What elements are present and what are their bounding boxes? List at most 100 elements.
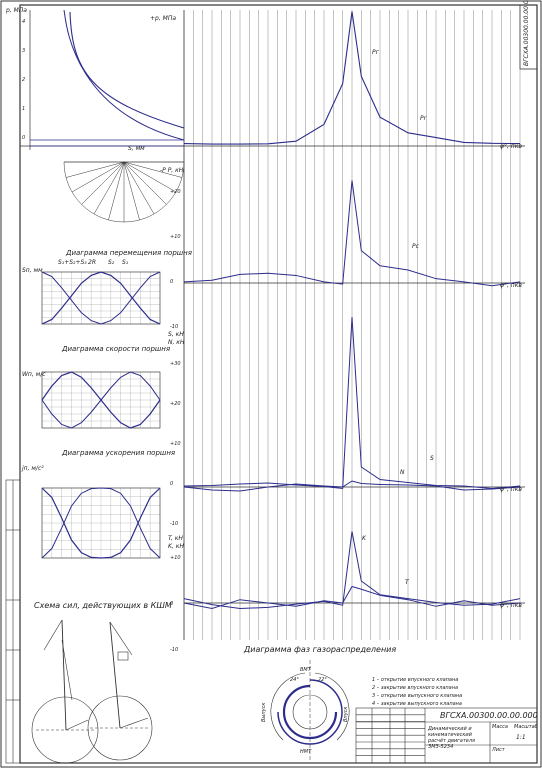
series-line	[41, 487, 161, 559]
curve-t	[183, 585, 521, 610]
valve-intake-label: Впуск	[343, 706, 349, 722]
force-scheme-sketch	[31, 619, 153, 764]
p-left-tick: 2	[22, 77, 26, 83]
curve-label-t: T	[405, 579, 409, 586]
p-mpa-right-axis-label: +р, МПа	[150, 15, 177, 22]
valve-angle-2: 22°	[318, 677, 327, 683]
valve-exhaust-label: Выпуск	[261, 702, 267, 722]
pump-lines	[30, 139, 184, 147]
p-right-tick: 0	[170, 279, 174, 285]
p-left-tick: 1	[22, 106, 26, 112]
valve-vmt-label: ВМТ	[300, 667, 311, 673]
brix-ray	[123, 161, 140, 221]
curve-label-2r: 2R	[88, 259, 96, 266]
brix-ray	[81, 161, 125, 205]
indicator-diagram-p-v	[29, 9, 185, 150]
sheet-inner-frame	[19, 4, 538, 764]
s-right-tick: 0	[170, 481, 174, 487]
title-block-scale-value: 1:1	[516, 734, 526, 741]
brix-ray	[123, 161, 155, 215]
valve-legend-4: 4 – закрытие выпускного клапана	[372, 701, 462, 707]
compression-curve	[69, 11, 185, 129]
brix-ray	[108, 161, 125, 221]
s-right-tick: +10	[170, 441, 181, 447]
displacement-chart	[41, 271, 161, 325]
phi-axis-label-4: φ°, пкв	[500, 602, 522, 609]
brix-ray	[123, 161, 167, 205]
title-force-scheme: Схема сил, действующих в КШМ	[34, 601, 172, 610]
s-right-tick: -10	[170, 521, 179, 527]
title-valve-timing: Диаграмма фаз газораспределения	[244, 645, 397, 654]
curve-label-sum: S₁+S₂+S₃	[58, 259, 87, 266]
valve-legend-3: 3 – открытие выпускного клапана	[372, 693, 463, 699]
s-right-tick: +20	[170, 401, 181, 407]
series-line-secondary	[41, 371, 161, 429]
acceleration-chart	[41, 487, 161, 559]
velocity-chart	[41, 371, 161, 429]
curve-label-pc: Рс	[412, 243, 419, 250]
expansion-curve	[63, 9, 185, 141]
series-line-secondary	[41, 487, 161, 559]
brix-ray	[71, 161, 125, 193]
s-right-tick: +30	[170, 361, 181, 367]
phi-axis-label-3: φ°, пкв	[500, 486, 522, 493]
title-block	[355, 707, 538, 764]
title-piston-acceleration: Диаграмма ускорения поршня	[62, 449, 176, 457]
t-right-tick: -10	[170, 647, 179, 653]
title-piston-velocity: Диаграмма скорости поршня	[62, 345, 171, 353]
brix-ray	[123, 161, 183, 178]
p-right-tick: +20	[170, 189, 181, 195]
brix-ray	[93, 161, 125, 215]
kinematic-charts	[41, 271, 161, 559]
title-block-sheet: Лист	[492, 747, 505, 753]
jp-axis-label: jп, м/с²	[22, 465, 44, 472]
force-axis-label: -Р Р, кН	[160, 167, 184, 174]
brix-ray	[123, 161, 177, 193]
s-kn-axis-label: S, кН	[168, 331, 184, 338]
curve-s	[183, 316, 521, 490]
series-line	[41, 271, 161, 325]
title-piston-displacement: Диаграмма перемещения поршня	[66, 249, 192, 257]
t-right-tick: +10	[170, 555, 181, 561]
curve-label-s: S	[430, 455, 434, 462]
p-right-tick: +10	[170, 234, 181, 240]
curve-label-n: N	[400, 469, 405, 476]
title-block-scale: Масштаб	[514, 724, 538, 730]
code-stamp-text: ВГСХА.00300.00.00.000	[523, 0, 530, 66]
valve-angle-1: 24°	[290, 677, 299, 683]
k-kn-axis-label: K, кН	[168, 543, 184, 550]
p-left-tick: 4	[22, 19, 26, 25]
valve-legend-2: 2 – закрытие впускного клапана	[372, 685, 459, 691]
valve-timing-diagram	[270, 660, 350, 760]
n-kn-axis-label: N, кН	[168, 339, 185, 346]
p-left-tick: 3	[22, 48, 26, 54]
title-block-subject: Динамический и кинематический расчёт дви…	[428, 726, 476, 750]
curve-label-s2: S₂	[108, 259, 115, 266]
title-block-mass: Масса	[492, 724, 508, 730]
wp-axis-label: Wп, м/с	[22, 371, 46, 378]
curve-label-pr: Pr	[420, 115, 427, 122]
phi-axis-label-2: φ°, пкв	[500, 282, 522, 289]
sp-axis-label: Sп, мм	[22, 267, 43, 274]
brix-ray	[65, 161, 125, 178]
curve-pg	[183, 11, 521, 145]
p-left-tick: 0	[22, 135, 26, 141]
curve-n	[183, 480, 521, 492]
main-chart-curves	[183, 11, 521, 610]
valve-legend-1: 1 – открытие впускного клапана	[372, 677, 459, 683]
series-line-secondary	[41, 271, 161, 325]
s-mm-axis-label: S, мм	[128, 145, 145, 152]
curve-pc	[183, 180, 521, 287]
curve-label-s1: S₁	[122, 259, 129, 266]
curve-label-pg: Рг	[372, 49, 379, 56]
t-right-tick: 0	[170, 601, 174, 607]
valve-nmt-label: НМТ	[300, 749, 312, 755]
p-right-tick: -10	[170, 324, 179, 330]
title-block-code: ВГСХА.00300.00.00.000	[440, 711, 538, 720]
main-chart-grid	[20, 10, 525, 640]
curve-label-k: K	[362, 535, 366, 542]
p-mpa-axis-label: р, МПа	[6, 7, 27, 14]
phi-axis-label-1: φ°, пкв	[500, 143, 522, 150]
